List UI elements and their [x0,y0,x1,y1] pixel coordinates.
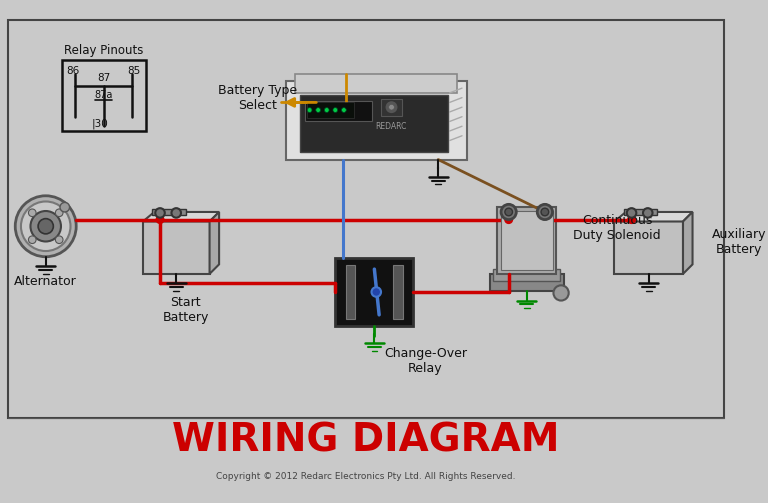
Bar [305,101,372,121]
Bar [336,258,413,326]
Bar [346,265,356,319]
Bar [143,221,210,274]
Text: Auxiliary
Battery: Auxiliary Battery [712,228,766,257]
Circle shape [38,219,53,234]
Bar [381,99,402,116]
Bar [8,20,724,417]
Bar [393,265,403,319]
Circle shape [15,196,76,257]
Circle shape [385,101,398,114]
Text: |30: |30 [91,118,108,129]
Circle shape [538,204,552,220]
Bar [624,209,657,215]
Circle shape [333,108,338,113]
Text: WIRING DIAGRAM: WIRING DIAGRAM [172,422,560,460]
Circle shape [505,216,512,223]
Circle shape [60,202,70,212]
Text: 87a: 87a [94,90,113,100]
Polygon shape [210,212,219,274]
Circle shape [28,209,36,217]
Bar [300,95,448,152]
Circle shape [342,108,346,113]
Circle shape [372,287,381,297]
Circle shape [541,208,548,216]
Text: Copyright © 2012 Redarc Electronics Pty Ltd. All Rights Reserved.: Copyright © 2012 Redarc Electronics Pty … [216,472,515,481]
Circle shape [627,216,635,223]
Circle shape [55,236,63,243]
Bar [306,103,354,118]
Text: Battery Type
Select: Battery Type Select [217,83,296,112]
Bar [490,274,564,291]
Text: 87: 87 [98,72,111,82]
Circle shape [31,211,61,241]
Circle shape [171,208,181,218]
Text: 86: 86 [67,66,80,76]
Circle shape [627,208,637,218]
Bar [152,209,186,215]
Text: Change-Over
Relay: Change-Over Relay [384,347,467,375]
Bar [497,207,556,274]
Bar [62,59,146,131]
Circle shape [389,104,395,110]
Text: Relay Pinouts: Relay Pinouts [65,44,144,56]
Text: 85: 85 [127,66,141,76]
Circle shape [28,236,36,243]
Circle shape [156,216,164,223]
Text: Continuous
Duty Solenoid: Continuous Duty Solenoid [574,214,661,242]
Circle shape [501,204,516,220]
Text: REDARC: REDARC [375,122,406,131]
Polygon shape [143,212,219,221]
Circle shape [554,285,568,301]
Polygon shape [614,212,693,221]
Circle shape [643,208,653,218]
Bar [286,81,467,159]
Circle shape [324,108,329,113]
Polygon shape [683,212,693,274]
Bar [614,221,683,274]
Text: Start
Battery: Start Battery [163,296,209,324]
Circle shape [21,202,71,251]
Circle shape [307,108,312,113]
Circle shape [316,108,320,113]
Bar [296,74,457,93]
Bar [494,269,560,281]
Text: Alternator: Alternator [15,275,77,288]
Circle shape [155,208,165,218]
Circle shape [505,208,512,216]
Circle shape [55,209,63,217]
Bar [501,211,552,270]
